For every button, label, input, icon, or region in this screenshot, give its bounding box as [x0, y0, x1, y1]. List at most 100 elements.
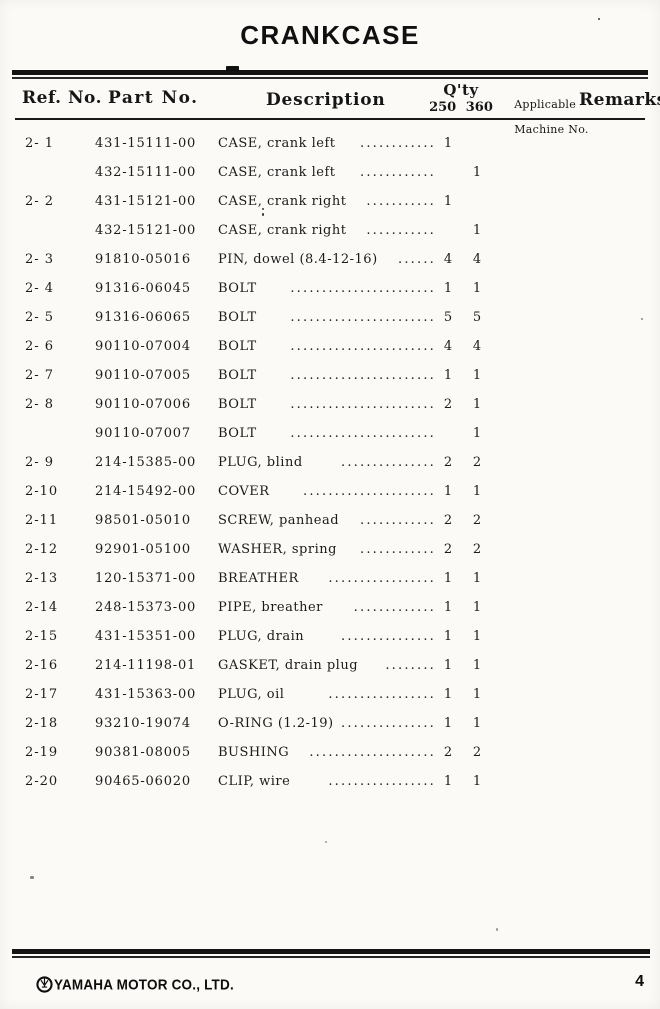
description-text: BUSHING: [218, 745, 290, 760]
description-text: PLUG, blind: [218, 455, 303, 470]
description-cell: CASE, crank left............: [218, 129, 438, 158]
dot-leader: .................: [328, 571, 436, 586]
qty-360-cell: 2: [472, 745, 482, 760]
dot-leader: .......................: [290, 426, 436, 441]
description-cell: CASE, crank right...........: [218, 187, 438, 216]
dot-leader: ....................: [309, 745, 436, 760]
qty-250-cell: 4: [443, 252, 453, 267]
ref-no-cell: 2- 8: [25, 397, 55, 412]
part-no-cell: 248-15373-00: [95, 600, 197, 615]
dot-leader: ...............: [341, 455, 436, 470]
yamaha-logo-icon: [36, 976, 53, 993]
ref-no-cell: [0, 419, 70, 448]
description-text: SCREW, panhead: [218, 513, 340, 528]
dot-leader: .......................: [290, 310, 436, 325]
qty-360-cell: [467, 187, 487, 216]
footer-rule-thin: [12, 956, 650, 958]
qty-360-cell: 1: [472, 629, 482, 644]
description-text: PLUG, oil: [218, 687, 285, 702]
qty-250-cell: 1: [443, 368, 453, 383]
qty-250-cell: 2: [443, 455, 453, 470]
part-no-cell: 90110-07004: [95, 339, 191, 354]
part-no-cell: 91316-06065: [95, 310, 191, 325]
ref-no-cell: 2-12: [25, 542, 59, 557]
dot-leader: .................: [328, 687, 436, 702]
top-rule-thick: [12, 70, 648, 75]
page-title: CRANKCASE: [240, 20, 420, 50]
ref-no-cell: 2-18: [25, 716, 59, 731]
qty-250-cell: 1: [443, 571, 453, 586]
ref-no-cell: [0, 216, 70, 245]
description-text: PIPE, breather: [218, 600, 323, 615]
dot-leader: .....................: [303, 484, 436, 499]
description-text: O-RING (1.2-19): [218, 716, 334, 731]
qty-250-cell: 1: [443, 600, 453, 615]
ref-no-cell: 2- 1: [25, 136, 55, 151]
table-body: 2- 1 431-15111-00 CASE, crank left........…: [0, 129, 660, 796]
qty-250-cell: 1: [443, 281, 453, 296]
description-cell: PLUG, oil.................: [218, 680, 438, 709]
description-cell: GASKET, drain plug........: [218, 651, 438, 680]
part-no-cell: 431-15121-00: [95, 194, 197, 209]
description-cell: PLUG, drain...............: [218, 622, 438, 651]
table-row: 2- 4 91316-06045 BOLT.....................…: [0, 274, 660, 303]
description-cell: BOLT.......................: [218, 390, 438, 419]
table-row: 432-15121-00 CASE, crank right...........…: [0, 216, 660, 245]
dot-leader: ...........: [366, 223, 436, 238]
description-text: BOLT: [218, 339, 257, 354]
description-cell: SCREW, panhead............: [218, 506, 438, 535]
table-row: 432-15111-00 CASE, crank left............…: [0, 158, 660, 187]
scan-artifact: [262, 213, 264, 216]
description-text: BOLT: [218, 368, 257, 383]
top-rule-thin: [12, 77, 648, 79]
applicable-line2: Machine No.: [514, 122, 589, 136]
table-row: 2-17 431-15363-00 PLUG, oil...............…: [0, 680, 660, 709]
part-no-cell: 90110-07007: [95, 426, 191, 441]
qty-360-cell: 1: [472, 223, 482, 238]
dot-leader: .............: [353, 600, 436, 615]
applicable-line1: Applicable: [514, 97, 577, 111]
qty-360-cell: 4: [472, 339, 482, 354]
description-text: BOLT: [218, 426, 257, 441]
description-text: BOLT: [218, 397, 257, 412]
description-cell: BREATHER.................: [218, 564, 438, 593]
dot-leader: .......................: [290, 281, 436, 296]
footer-brand-text: YAMAHA MOTOR CO., LTD.: [54, 976, 234, 993]
description-text: PIN, dowel (8.4-12-16): [218, 252, 378, 267]
qty-250-cell: [438, 216, 458, 245]
ref-no-cell: 2- 4: [25, 281, 55, 296]
dot-leader: ............: [360, 136, 436, 151]
qty-250-cell: 1: [443, 774, 453, 789]
ref-no-cell: 2-16: [25, 658, 59, 673]
description-text: PLUG, drain: [218, 629, 305, 644]
qty-250-cell: 5: [443, 310, 453, 325]
description-cell: CASE, crank right...........: [218, 216, 438, 245]
qty-250-cell: 2: [443, 745, 453, 760]
description-cell: PIN, dowel (8.4-12-16)......: [218, 245, 438, 274]
qty-360-cell: 1: [472, 397, 482, 412]
qty-250-cell: 2: [443, 397, 453, 412]
qty-360-cell: 1: [472, 571, 482, 586]
ref-no-cell: 2- 3: [25, 252, 55, 267]
description-text: COVER: [218, 484, 270, 499]
ref-no-cell: 2-10: [25, 484, 59, 499]
table-row: 2-15 431-15351-00 PLUG, drain.............…: [0, 622, 660, 651]
table-row: 2- 6 90110-07004 BOLT.....................…: [0, 332, 660, 361]
ref-no-cell: 2- 7: [25, 368, 55, 383]
part-no-cell: 93210-19074: [95, 716, 191, 731]
part-no-cell: 214-15385-00: [95, 455, 197, 470]
dot-leader: .......................: [290, 339, 436, 354]
description-text: CLIP, wire: [218, 774, 291, 789]
dot-leader: .......................: [290, 397, 436, 412]
description-text: CASE, crank right: [218, 223, 347, 238]
part-no-cell: 92901-05100: [95, 542, 191, 557]
footer-brand: YAMAHA MOTOR CO., LTD.: [36, 976, 234, 993]
scan-artifact: [598, 18, 600, 20]
scan-artifact: [262, 208, 264, 210]
qty-360-cell: 1: [472, 165, 482, 180]
table-row: 90110-07007 BOLT....................... 1: [0, 419, 660, 448]
dot-leader: ............: [360, 165, 436, 180]
qty-250-cell: 2: [443, 513, 453, 528]
table-row: 2-19 90381-08005 BUSHING..................…: [0, 738, 660, 767]
